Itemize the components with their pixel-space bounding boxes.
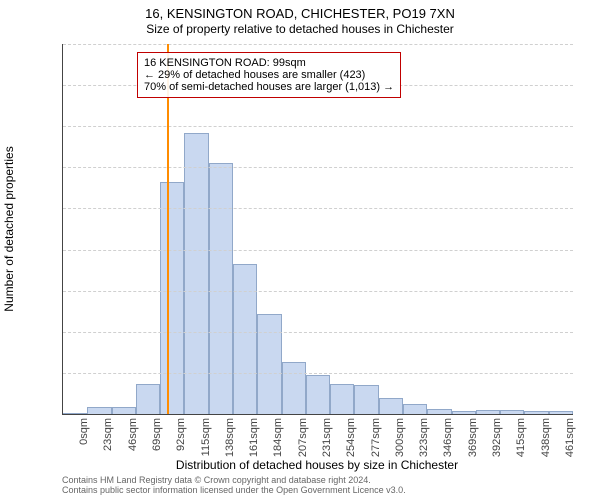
histogram-bar (379, 398, 403, 414)
x-tick-label: 461sqm (564, 418, 576, 457)
histogram-bar (306, 375, 330, 414)
x-tick-label: 138sqm (224, 418, 236, 457)
gridline (63, 208, 573, 209)
attribution-footer: Contains HM Land Registry data © Crown c… (62, 476, 582, 496)
gridline (63, 332, 573, 333)
page-subtitle: Size of property relative to detached ho… (0, 22, 600, 36)
gridline (63, 250, 573, 251)
x-tick-label: 231sqm (321, 418, 333, 457)
x-tick-label: 161sqm (248, 418, 260, 457)
histogram-bar (233, 264, 257, 414)
x-tick-label: 323sqm (418, 418, 430, 457)
histogram-bar (136, 384, 160, 414)
gridline (63, 167, 573, 168)
footer-line: Contains public sector information licen… (62, 486, 582, 496)
annotation-line: ← 29% of detached houses are smaller (42… (144, 69, 394, 81)
histogram-bar (160, 182, 184, 414)
histogram-bar (184, 133, 208, 414)
gridline (63, 44, 573, 45)
x-tick-label: 46sqm (127, 418, 139, 451)
x-tick-label: 346sqm (442, 418, 454, 457)
x-tick-label: 69sqm (151, 418, 163, 451)
gridline (63, 291, 573, 292)
annotation-box: 16 KENSINGTON ROAD: 99sqm ← 29% of detac… (137, 52, 401, 98)
x-tick-label: 92sqm (175, 418, 187, 451)
histogram-bar (330, 384, 354, 414)
x-tick-label: 207sqm (297, 418, 309, 457)
histogram-plot: 16 KENSINGTON ROAD: 99sqm ← 29% of detac… (62, 44, 573, 415)
x-tick-label: 369sqm (467, 418, 479, 457)
histogram-bar (209, 163, 233, 414)
histogram-bar (403, 404, 427, 414)
gridline (63, 373, 573, 374)
x-tick-label: 277sqm (370, 418, 382, 457)
annotation-line: 70% of semi-detached houses are larger (… (144, 81, 394, 93)
histogram-bar (282, 362, 306, 414)
x-tick-label: 23sqm (102, 418, 114, 451)
x-tick-label: 254sqm (345, 418, 357, 457)
x-tick-label: 0sqm (78, 418, 90, 445)
x-tick-label: 115sqm (200, 418, 212, 456)
gridline (63, 126, 573, 127)
x-axis-ticks: 0sqm 23sqm 46sqm 69sqm 92sqm 115sqm 138sqm 161s… (62, 414, 572, 460)
property-marker (167, 44, 169, 414)
histogram-bar (257, 314, 281, 414)
histogram-bar (354, 385, 378, 414)
y-axis-ticks: 050100150200250300350400450 (0, 44, 62, 414)
x-tick-label: 438sqm (540, 418, 552, 457)
x-axis-label: Distribution of detached houses by size … (62, 458, 572, 472)
annotation-line: 16 KENSINGTON ROAD: 99sqm (144, 57, 394, 69)
x-tick-label: 415sqm (515, 418, 527, 457)
page-title-address: 16, KENSINGTON ROAD, CHICHESTER, PO19 7X… (0, 6, 600, 21)
x-tick-label: 300sqm (394, 418, 406, 457)
x-tick-label: 392sqm (491, 418, 503, 457)
x-tick-label: 184sqm (272, 418, 284, 457)
